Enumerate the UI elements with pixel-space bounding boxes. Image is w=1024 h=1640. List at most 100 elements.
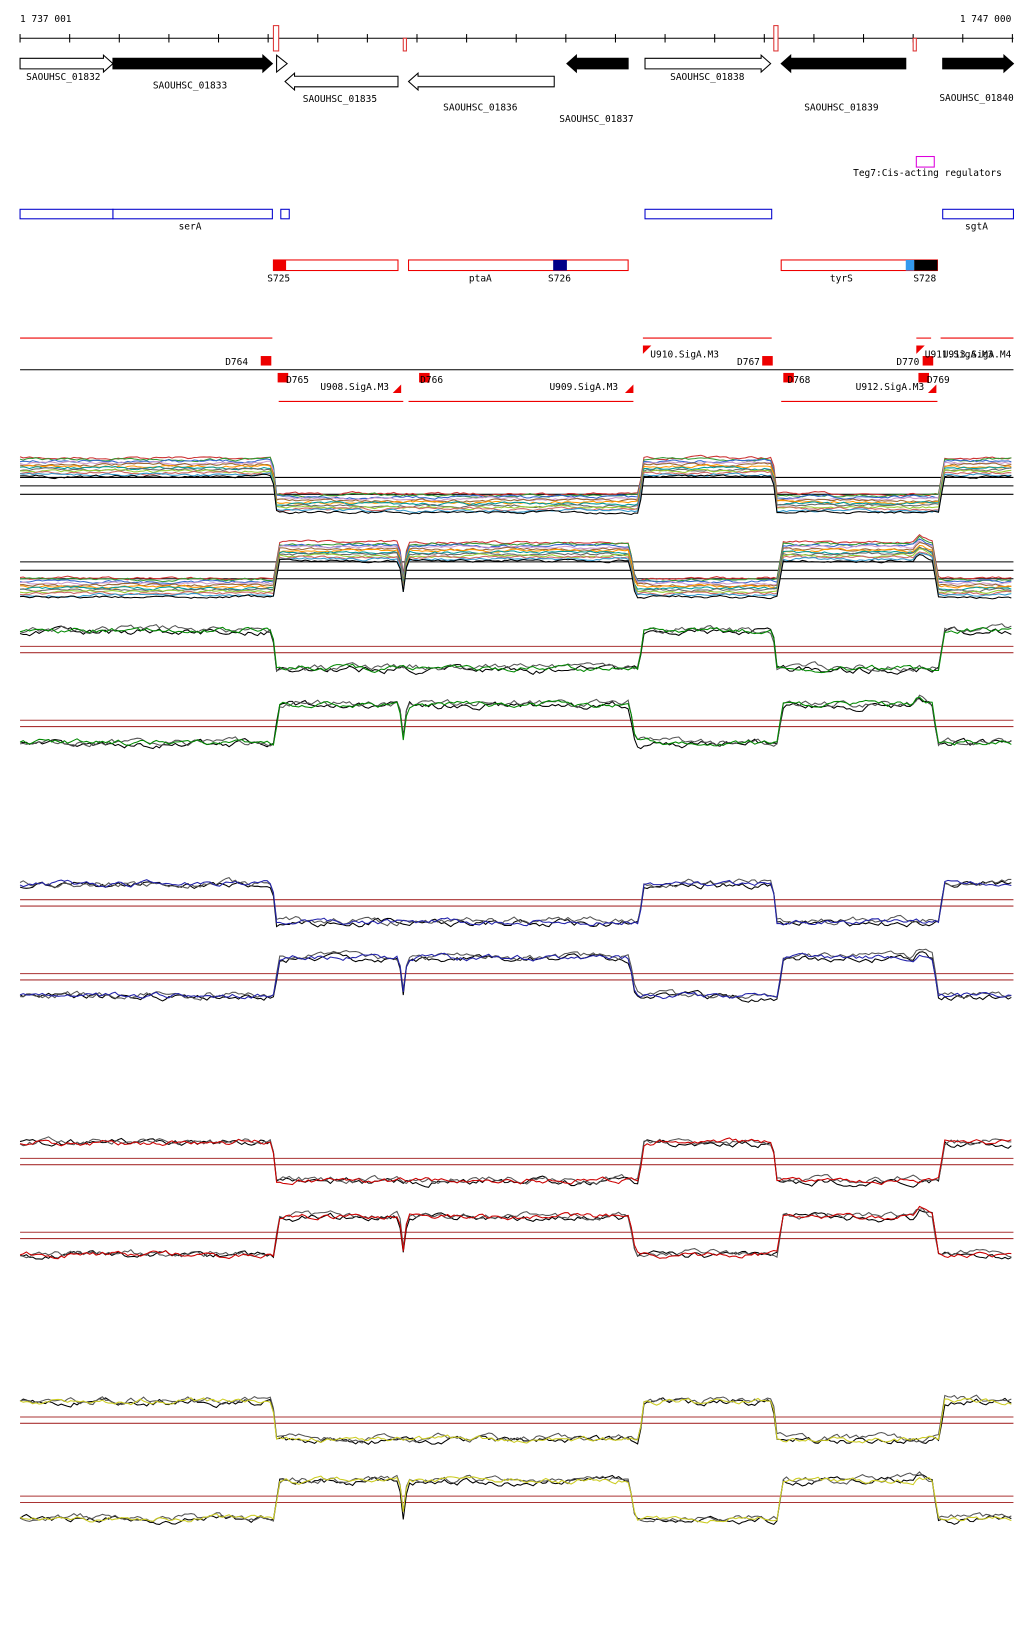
segment-label: D767 <box>737 357 760 368</box>
operon-label: serA <box>179 222 202 233</box>
segment-marker <box>277 372 289 383</box>
expression-trace <box>19 540 1012 586</box>
feature-label: ptaA <box>469 273 492 284</box>
feature-box <box>408 259 629 272</box>
gene-arrow <box>942 53 1015 74</box>
expression-trace <box>20 948 1012 1001</box>
expression-trace <box>19 879 1012 927</box>
feature-site <box>273 259 287 271</box>
ruler-marker <box>773 25 779 52</box>
expression-trace <box>19 458 1012 500</box>
expression-trace <box>20 552 1012 598</box>
expression-trace <box>19 1471 1012 1523</box>
operon-box <box>19 208 114 220</box>
segment-marker <box>762 356 773 366</box>
expression-trace <box>19 698 1012 750</box>
expression-trace <box>19 462 1012 504</box>
gene-label: SAOUHSC_01840 <box>939 93 1014 104</box>
gene-label: SAOUHSC_01837 <box>559 114 633 125</box>
ruler-marker <box>272 25 280 52</box>
segment-marker <box>260 356 272 366</box>
expression-trace <box>19 1394 1012 1444</box>
gene-label: SAOUHSC_01832 <box>26 72 100 83</box>
segment-flag <box>624 384 634 393</box>
gene-label: SAOUHSC_01839 <box>804 102 879 113</box>
expression-trace <box>19 1207 1012 1259</box>
operon-box <box>112 208 273 220</box>
segment-label: U910.SigA.M3 <box>650 349 719 360</box>
expression-trace <box>19 546 1012 593</box>
expression-trace <box>19 454 1012 497</box>
gene-arrow <box>644 53 772 74</box>
gene-arrow <box>276 54 288 74</box>
feature-site <box>553 259 567 271</box>
expression-trace <box>19 1397 1012 1445</box>
ruler-marker <box>912 37 917 52</box>
marks: SAOUHSC_01832 SAOUHSC_01833 SAOUHSC_01835 S… <box>19 25 1015 402</box>
operon-box <box>644 208 773 220</box>
expression-trace <box>19 1137 1012 1186</box>
expression-trace <box>19 1209 1012 1260</box>
feature-label: tyrS <box>830 273 853 284</box>
segment-label: D769 <box>927 375 950 386</box>
traces <box>19 454 1014 1525</box>
segment-label: U909.SigA.M3 <box>549 382 618 393</box>
expression-trace <box>19 877 1012 927</box>
feature-label: S725 <box>267 273 290 284</box>
segment-label: D766 <box>420 375 443 386</box>
start-coordinate: 1 737 001 <box>20 14 72 25</box>
feature-label: S726 <box>548 273 571 284</box>
segment-flag <box>392 384 402 393</box>
segment-label: D770 <box>896 357 919 368</box>
expression-trace <box>19 1137 1012 1188</box>
expression-trace <box>20 466 1012 506</box>
feature-label: S728 <box>913 273 936 284</box>
expression-trace <box>19 880 1012 928</box>
gene-label: SAOUHSC_01838 <box>670 72 745 83</box>
expression-trace <box>19 1205 1012 1260</box>
expression-trace <box>20 544 1012 589</box>
expression-trace <box>20 546 1012 591</box>
segment-label: U911.SigA.M3 <box>925 349 994 360</box>
segment-marker <box>922 356 934 366</box>
expression-trace <box>19 470 1012 512</box>
expression-trace <box>20 554 1012 600</box>
operon-label: sgtA <box>965 222 988 233</box>
expression-trace <box>19 534 1012 582</box>
gene-label: SAOUHSC_01835 <box>303 94 377 105</box>
expression-trace <box>19 626 1012 674</box>
gene-label: SAOUHSC_01836 <box>443 102 518 113</box>
segment-marker <box>918 372 929 383</box>
gene-arrow <box>19 53 114 74</box>
segment-label: U913.SigA.M4 <box>943 349 1012 360</box>
gene-arrow <box>407 71 555 92</box>
expression-trace <box>19 1397 1012 1444</box>
end-coordinate: 1 747 000 <box>960 14 1012 25</box>
expression-trace <box>20 473 1012 516</box>
regulator-label: Teg7:Cis-acting regulators <box>853 168 1002 179</box>
expression-trace <box>19 472 1012 514</box>
expression-trace <box>19 696 1012 747</box>
expression-trace <box>19 952 1012 1000</box>
segment-marker <box>419 372 430 383</box>
expression-trace <box>19 625 1012 675</box>
regulator-box <box>915 155 935 168</box>
segment-label: U912.SigA.M3 <box>856 382 925 393</box>
segment-label: U908.SigA.M3 <box>320 382 389 393</box>
ruler-marker <box>402 37 407 52</box>
expression-trace <box>19 538 1012 585</box>
expression-trace <box>19 694 1012 748</box>
operon-box <box>942 208 1014 220</box>
gene-arrow <box>112 53 274 74</box>
feature-site <box>905 259 915 271</box>
expression-trace <box>19 551 1012 596</box>
expression-trace <box>19 1475 1012 1524</box>
operon-box <box>280 208 290 220</box>
expression-trace <box>20 468 1012 511</box>
segment-marker <box>783 372 794 383</box>
gene-arrow <box>566 53 629 74</box>
expression-trace <box>19 467 1012 509</box>
segment-label: D768 <box>788 375 811 386</box>
expression-trace <box>19 1136 1012 1185</box>
